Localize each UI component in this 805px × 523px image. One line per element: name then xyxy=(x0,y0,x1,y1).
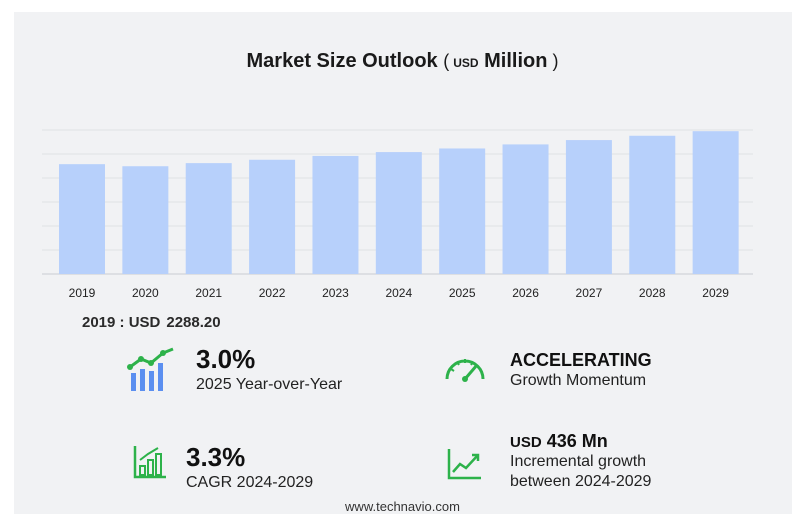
kpi-incremental-value: 436 Mn xyxy=(546,431,608,451)
x-tick-2020: 2020 xyxy=(132,286,159,300)
kpi-incremental: USD 436 Mn Incremental growth between 20… xyxy=(510,431,651,492)
x-tick-2026: 2026 xyxy=(512,286,539,300)
x-tick-2029: 2029 xyxy=(702,286,729,300)
kpi-cagr-label: CAGR 2024-2029 xyxy=(186,474,314,491)
bar-2028 xyxy=(629,135,676,274)
bar-2029 xyxy=(692,131,739,274)
kpi-momentum: ACCELERATING Growth Momentum xyxy=(510,350,652,391)
x-tick-2028: 2028 xyxy=(639,286,666,300)
bar-chart-icon xyxy=(133,446,166,479)
bar-2027 xyxy=(565,140,612,274)
bar-2024 xyxy=(375,152,422,274)
kpi-yoy: 3.0% 2025 Year-over-Year xyxy=(196,344,342,395)
bar-2023 xyxy=(312,155,359,274)
kpi-momentum-value: ACCELERATING xyxy=(510,350,652,370)
x-tick-labels: 2019 2020 2021 2022 2023 2024 2025 2026 2027 2028… xyxy=(69,286,730,300)
bar-2025 xyxy=(439,148,486,274)
kpi-incremental-prefix: USD xyxy=(510,434,542,451)
kpi-incremental-label1: Incremental growth xyxy=(510,453,647,470)
bars xyxy=(59,131,739,274)
source-footer: www.technavio.com xyxy=(345,499,460,514)
x-tick-2024: 2024 xyxy=(385,286,412,300)
kpi-incremental-label2: between 2024-2029 xyxy=(510,473,652,490)
trend-line-icon xyxy=(447,449,481,480)
bar-2019 xyxy=(59,164,105,274)
bar-2020 xyxy=(122,166,169,274)
kpi-yoy-value: 3.0% xyxy=(196,344,256,374)
bar-2021 xyxy=(185,163,232,274)
chart-title: Market Size Outlook (USD Million ) xyxy=(246,50,559,72)
bar-growth-icon xyxy=(127,347,174,391)
x-tick-2022: 2022 xyxy=(259,286,286,300)
bar-2022 xyxy=(249,159,296,274)
kpi-yoy-label: 2025 Year-over-Year xyxy=(196,376,343,393)
kpi-cagr: 3.3% CAGR 2024-2029 xyxy=(186,442,313,493)
x-tick-2021: 2021 xyxy=(195,286,222,300)
kpi-cagr-value: 3.3% xyxy=(186,442,246,472)
x-tick-2027: 2027 xyxy=(576,286,603,300)
x-tick-2023: 2023 xyxy=(322,286,349,300)
speedometer-icon xyxy=(445,359,485,382)
x-tick-2025: 2025 xyxy=(449,286,476,300)
bar-2026 xyxy=(502,144,549,274)
x-tick-2019: 2019 xyxy=(69,286,96,300)
kpi-momentum-label: Growth Momentum xyxy=(510,372,647,389)
base-year-value: 2019 : USD 2288.20 xyxy=(82,314,221,331)
